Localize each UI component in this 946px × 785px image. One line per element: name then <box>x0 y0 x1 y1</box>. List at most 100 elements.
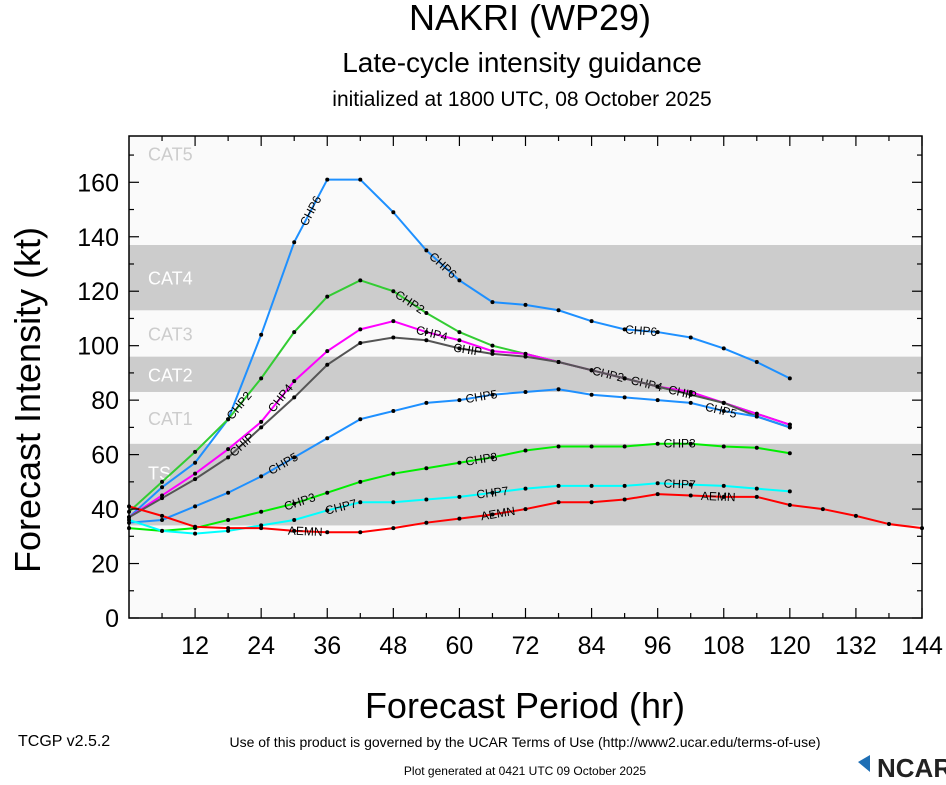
version-label: TCGP v2.5.2 <box>18 733 110 750</box>
data-point <box>490 351 495 356</box>
chart-title: NAKRI (WP29) <box>409 0 651 38</box>
data-point <box>490 490 495 495</box>
series-label: CHP3 <box>664 437 696 451</box>
data-point <box>391 526 396 531</box>
data-point <box>688 482 693 487</box>
data-point <box>259 526 264 531</box>
data-point <box>655 330 660 335</box>
data-point <box>490 455 495 460</box>
data-point <box>325 177 330 182</box>
y-tick-label: 20 <box>91 551 119 579</box>
data-point <box>490 300 495 305</box>
band-cat5 <box>129 136 922 245</box>
data-point <box>160 513 165 518</box>
data-point <box>457 516 462 521</box>
y-tick-label: 160 <box>77 169 119 197</box>
x-tick-label: 144 <box>901 632 943 660</box>
data-point <box>523 507 528 512</box>
data-point <box>655 492 660 497</box>
data-point <box>523 486 528 491</box>
y-tick-label: 40 <box>91 496 119 524</box>
ncar-logo: NCAR <box>858 753 946 783</box>
data-point <box>688 493 693 498</box>
y-tick-label: 0 <box>105 605 119 633</box>
series-label: CHIP <box>667 382 698 402</box>
y-tick-label: 60 <box>91 442 119 470</box>
data-point <box>622 483 627 488</box>
data-point <box>820 507 825 512</box>
data-point <box>358 278 363 283</box>
data-point <box>292 379 297 384</box>
data-point <box>589 319 594 324</box>
data-point <box>688 392 693 397</box>
data-point <box>292 455 297 460</box>
data-point <box>325 436 330 441</box>
band-cat1 <box>129 391 922 444</box>
data-point <box>160 528 165 533</box>
data-point <box>292 395 297 400</box>
x-tick-label: 108 <box>703 632 745 660</box>
x-tick-label: 12 <box>181 632 209 660</box>
data-point <box>589 444 594 449</box>
data-point <box>457 330 462 335</box>
data-point <box>358 479 363 484</box>
data-point <box>259 509 264 514</box>
data-point <box>754 414 759 419</box>
data-point <box>556 387 561 392</box>
band-label: CAT1 <box>148 409 193 429</box>
y-axis-label: Forecast Intensity (kt) <box>7 227 48 573</box>
data-point <box>226 490 231 495</box>
series-label: AEMN <box>701 489 736 504</box>
data-point <box>424 338 429 343</box>
data-point <box>358 327 363 332</box>
data-point <box>424 400 429 405</box>
data-point <box>325 530 330 535</box>
data-point <box>622 497 627 502</box>
data-point <box>721 400 726 405</box>
data-point <box>259 376 264 381</box>
band-label: CAT3 <box>148 324 193 344</box>
series-aemn: AEMN AEMN AEMN <box>127 489 924 539</box>
x-tick-label: 132 <box>835 632 877 660</box>
x-tick-label: 48 <box>379 632 407 660</box>
data-point <box>358 500 363 505</box>
data-point <box>457 278 462 283</box>
band-ts <box>129 443 922 526</box>
data-point <box>160 479 165 484</box>
data-point <box>589 500 594 505</box>
data-point <box>391 289 396 294</box>
data-point <box>589 368 594 373</box>
data-point <box>688 441 693 446</box>
data-point <box>391 210 396 215</box>
y-tick-label: 100 <box>77 333 119 361</box>
x-tick-label: 60 <box>446 632 474 660</box>
init-time: initialized at 1800 UTC, 08 October 2025 <box>332 88 711 111</box>
series-label: CHP6 <box>625 322 658 339</box>
data-point <box>754 445 759 450</box>
data-point <box>358 417 363 422</box>
terms-text: Use of this product is governed by the U… <box>229 734 820 750</box>
data-point <box>424 466 429 471</box>
y-tick-label: 120 <box>77 278 119 306</box>
data-point <box>226 417 231 422</box>
data-point <box>787 376 792 381</box>
category-bands: TS CAT1 CAT2 CAT3 CAT4 CAT5 <box>129 136 922 618</box>
data-point <box>226 447 231 452</box>
data-point <box>688 335 693 340</box>
data-point <box>325 490 330 495</box>
series-label: CHP7 <box>476 484 510 502</box>
data-point <box>325 508 330 513</box>
axes: 0 20 40 60 80 100 120 140 160 12 24 36 48 60 72 84 96 108… <box>77 135 943 660</box>
x-tick-label: 72 <box>512 632 540 660</box>
data-point <box>193 460 198 465</box>
data-point <box>259 425 264 430</box>
data-point <box>490 343 495 348</box>
data-point <box>292 330 297 335</box>
data-point <box>523 302 528 307</box>
data-point <box>160 517 165 522</box>
band-cat3 <box>129 310 922 357</box>
data-point <box>259 332 264 337</box>
data-point <box>589 483 594 488</box>
data-point <box>721 409 726 414</box>
